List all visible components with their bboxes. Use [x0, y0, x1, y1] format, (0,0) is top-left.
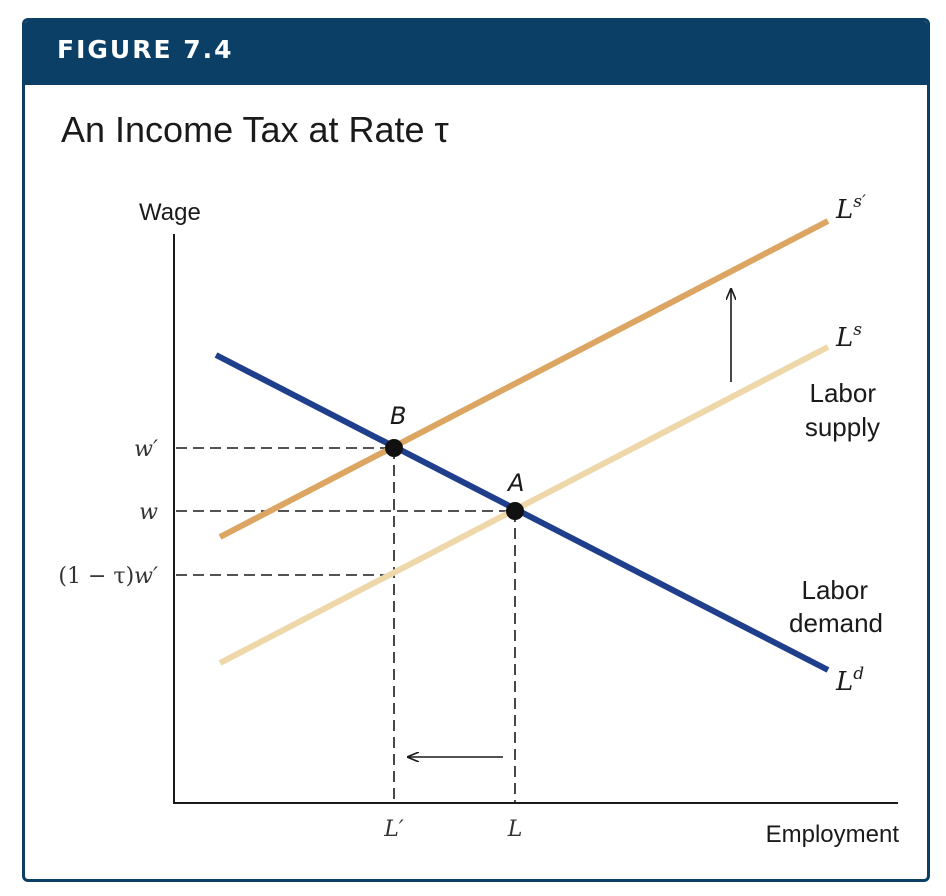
y-axis-title: Wage [139, 199, 201, 226]
labor-supply-label-line2: supply [805, 412, 880, 442]
demand-curve-label: Ld [835, 664, 864, 697]
labor-supply-label-line1: Labor [810, 378, 877, 408]
labor-demand-label-line2: demand [789, 608, 883, 638]
figure-label: FIGURE 7.4 [57, 35, 234, 64]
supply-curve-label: Ls [835, 320, 862, 353]
figure-header: FIGURE 7.4 [25, 21, 927, 85]
y-tick-net-wage: (1 − τ)w′ [58, 564, 158, 589]
equilibrium-point-A [506, 502, 524, 520]
y-tick-w: w [139, 500, 158, 525]
x-tick-L-prime: L′ [383, 817, 404, 842]
y-tick-w-prime: w′ [134, 437, 158, 462]
point-B-label: B [390, 402, 406, 430]
supply-after-tax-curve-label: Ls′ [835, 192, 866, 225]
equilibrium-point-B [385, 439, 403, 457]
labor-demand-label-line1: Labor [802, 575, 869, 605]
point-A-label: A [506, 469, 524, 497]
x-tick-L: L [507, 817, 523, 842]
labor-supply-curve [218, 344, 830, 666]
x-axis-title: Employment [766, 821, 900, 848]
labor-supply-after-tax-curve [218, 218, 830, 540]
figure-title: An Income Tax at Rate τ [61, 109, 449, 150]
